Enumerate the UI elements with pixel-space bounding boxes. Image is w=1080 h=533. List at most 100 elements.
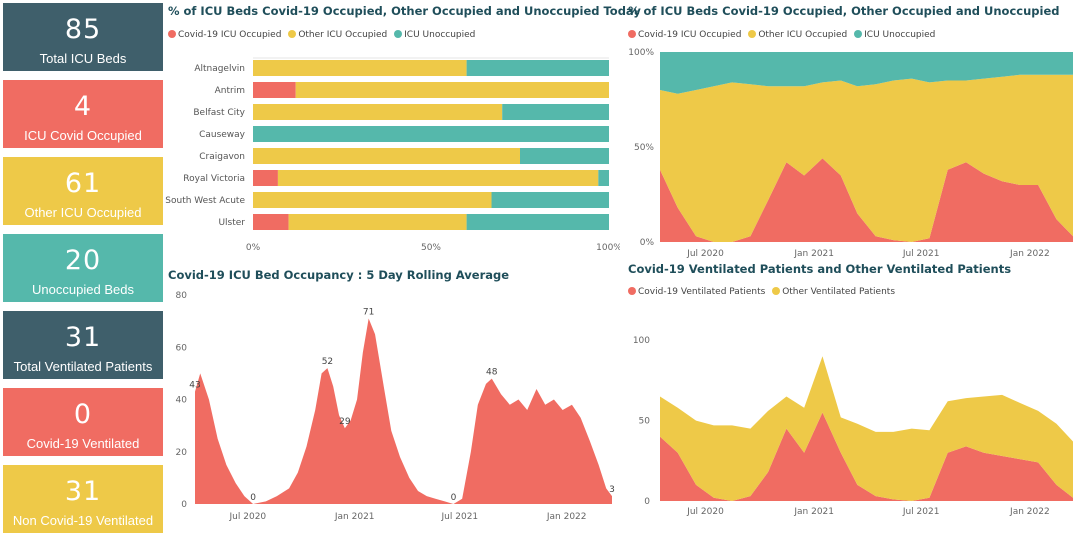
bar-segment <box>288 214 467 230</box>
x-tick-label: Jan 2021 <box>793 507 834 517</box>
legend-dot <box>748 30 757 38</box>
bar-segment <box>491 192 609 208</box>
category-label: Craigavon <box>199 152 245 162</box>
legend-item-covid[interactable]: Covid-19 ICU Occupied <box>628 30 741 40</box>
kpi-card[interactable]: 31 Total Ventilated Patients <box>3 311 163 379</box>
legend-label: Other ICU Occupied <box>758 30 848 40</box>
bar-segment <box>253 214 289 230</box>
today-stacked-bar-chart: Altnagelvin Antrim Belfast City Causeway Cra… <box>165 57 620 253</box>
kpi-value: 31 <box>64 476 102 507</box>
bar-segment <box>277 170 599 186</box>
bar-segment <box>598 170 609 186</box>
bar-segment <box>253 126 609 142</box>
legend-item-other[interactable]: Other ICU Occupied <box>748 30 847 40</box>
kpi-label: Total ICU Beds <box>39 51 127 66</box>
kpi-value: 4 <box>73 91 93 122</box>
category-label: Causeway <box>199 130 246 140</box>
data-label: 48 <box>486 368 498 378</box>
legend-dot <box>394 30 403 38</box>
bar-segment <box>466 60 609 76</box>
x-tick-label: 100% <box>596 243 620 253</box>
overtime-stacked-area-chart: 0% 50% 100% Jul 2020 Jan 2021 Jul 2021 Jan 202… <box>628 48 1073 259</box>
y-tick-label: 60 <box>176 343 188 353</box>
y-tick-label: 100 <box>633 336 650 346</box>
legend-item-covid-ventilated[interactable]: Covid-19 Ventilated Patients <box>628 287 765 297</box>
area-series-1 <box>660 356 1073 501</box>
kpi-value: 0 <box>73 399 93 430</box>
rolling-average-area-chart: 0 20 40 60 80 Jul 2020 Jan 2021 Jul 2021 Jan 202… <box>176 291 615 522</box>
kpi-value: 85 <box>64 14 102 45</box>
category-label: Royal Victoria <box>183 174 245 184</box>
area-series-2 <box>660 52 1073 94</box>
today-chart-title: % of ICU Beds Covid-19 Occupied, Other O… <box>168 4 641 18</box>
x-tick-label: Jan 2021 <box>334 512 375 522</box>
y-tick-label: 100% <box>628 48 654 58</box>
bar-segment <box>253 60 467 76</box>
y-tick-label: 0 <box>181 500 187 510</box>
x-tick-label: Jul 2020 <box>686 507 724 517</box>
today-chart-legend: Covid-19 ICU Occupied Other ICU Occupied… <box>168 30 479 40</box>
kpi-label: ICU Covid Occupied <box>24 128 142 143</box>
bar-segment <box>253 148 520 164</box>
data-label: 71 <box>363 308 374 318</box>
legend-dot <box>168 30 176 38</box>
overtime-chart-legend: Covid-19 ICU Occupied Other ICU Occupied… <box>628 30 939 40</box>
area-series-1 <box>660 74 1073 242</box>
legend-dot <box>628 30 636 38</box>
data-label: 0 <box>250 493 256 503</box>
legend-dot <box>854 30 863 38</box>
bar-segment <box>253 82 296 98</box>
x-tick-label: Jan 2022 <box>546 512 587 522</box>
kpi-card[interactable]: 61 Other ICU Occupied <box>3 157 163 225</box>
legend-item-covid[interactable]: Covid-19 ICU Occupied <box>168 30 281 40</box>
kpi-card[interactable]: 31 Non Covid-19 Ventilated <box>3 465 163 533</box>
kpi-card[interactable]: 85 Total ICU Beds <box>3 3 163 71</box>
legend-item-other-ventilated[interactable]: Other Ventilated Patients <box>772 287 895 297</box>
data-label: 0 <box>451 493 457 503</box>
y-tick-label: 80 <box>176 291 188 301</box>
bar-segment <box>520 148 609 164</box>
legend-item-other[interactable]: Other ICU Occupied <box>288 30 387 40</box>
ventilated-chart-legend: Covid-19 Ventilated Patients Other Venti… <box>628 287 899 297</box>
x-tick-label: Jul 2021 <box>441 512 479 522</box>
legend-label: Other ICU Occupied <box>298 30 388 40</box>
x-tick-label: 0% <box>246 243 261 253</box>
kpi-label: Unoccupied Beds <box>32 282 134 297</box>
overtime-chart-title: % of ICU Beds Covid-19 Occupied, Other O… <box>628 4 1060 18</box>
y-tick-label: 20 <box>176 448 188 458</box>
kpi-value: 61 <box>64 168 102 199</box>
y-tick-label: 50% <box>634 143 654 153</box>
legend-dot <box>628 287 636 295</box>
bar-segment <box>466 214 609 230</box>
kpi-label: Other ICU Occupied <box>24 205 142 220</box>
legend-item-unoccupied[interactable]: ICU Unoccupied <box>394 30 475 40</box>
kpi-label: Non Covid-19 Ventilated <box>12 513 154 528</box>
x-tick-label: Jul 2020 <box>686 249 724 259</box>
data-label: 43 <box>189 381 200 391</box>
bar-segment <box>295 82 609 98</box>
y-tick-label: 40 <box>176 396 188 406</box>
rolling-chart-title: Covid-19 ICU Bed Occupancy : 5 Day Rolli… <box>168 268 510 282</box>
ventilated-stacked-area-chart: 0 50 100 Jul 2020 Jan 2021 Jul 2021 Jan 2022 <box>633 336 1073 517</box>
legend-dot <box>288 30 297 38</box>
kpi-card[interactable]: 0 Covid-19 Ventilated <box>3 388 163 456</box>
bar-segment <box>253 170 278 186</box>
kpi-card[interactable]: 20 Unoccupied Beds <box>3 234 163 302</box>
category-label: Belfast City <box>193 108 245 118</box>
category-label: Ulster <box>218 218 245 228</box>
data-label: 29 <box>339 417 351 427</box>
x-tick-label: 50% <box>421 243 441 253</box>
y-tick-label: 0 <box>644 497 650 507</box>
category-label: South West Acute <box>165 196 245 206</box>
legend-dot <box>772 287 781 295</box>
kpi-value: 20 <box>64 245 102 276</box>
kpi-card[interactable]: 4 ICU Covid Occupied <box>3 80 163 148</box>
legend-label: Covid-19 ICU Occupied <box>638 30 742 40</box>
y-tick-label: 0% <box>640 238 655 248</box>
category-label: Antrim <box>215 86 245 96</box>
legend-label: ICU Unoccupied <box>404 30 476 40</box>
bar-segment <box>253 104 503 120</box>
legend-item-unoccupied[interactable]: ICU Unoccupied <box>854 30 935 40</box>
bar-segment <box>502 104 609 120</box>
kpi-label: Total Ventilated Patients <box>13 359 153 374</box>
